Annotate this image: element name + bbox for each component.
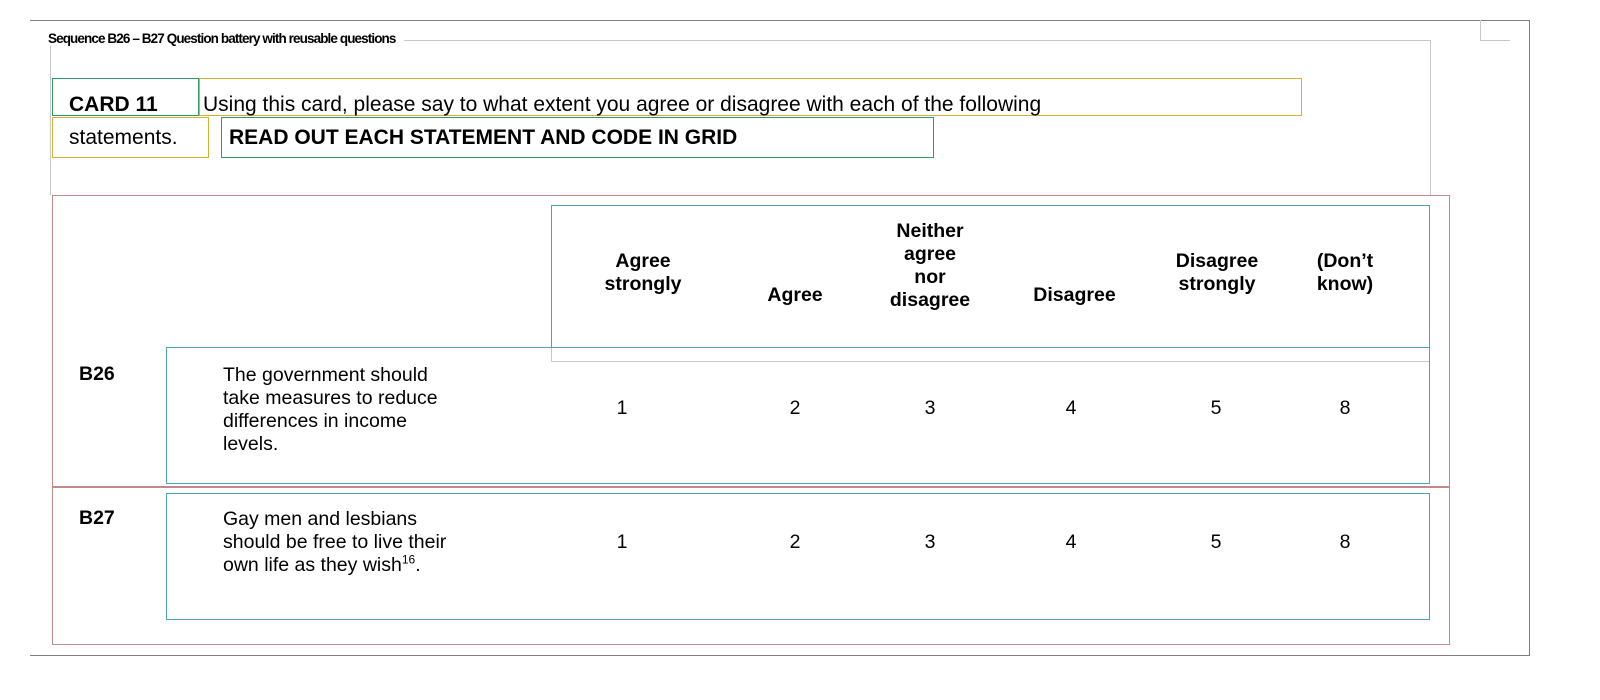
- question-text-line2: statements.: [69, 126, 178, 149]
- header-neither: Neither agree nor disagree: [889, 220, 971, 311]
- row-box-b27: [166, 493, 1430, 620]
- statement-b26: The government should take measures to r…: [223, 364, 438, 455]
- code-b27-agree[interactable]: 2: [789, 531, 801, 553]
- code-b27-agree-strongly[interactable]: 1: [616, 531, 628, 553]
- document-frame-top: [30, 20, 1530, 21]
- card-label-box: [52, 78, 199, 116]
- header-dont-know: (Don’t know): [1316, 250, 1374, 295]
- interviewer-instruction: READ OUT EACH STATEMENT AND CODE IN GRID: [229, 126, 738, 149]
- row-id-b27: B27: [79, 507, 115, 529]
- statement-b27: Gay men and lesbians should be free to l…: [223, 508, 447, 576]
- question-text-box: [199, 78, 1302, 116]
- card-label: CARD 11: [69, 93, 158, 116]
- code-b27-dont-know[interactable]: 8: [1339, 531, 1351, 553]
- code-b27-disagree[interactable]: 4: [1065, 531, 1077, 553]
- sequence-box-right: [1430, 40, 1431, 195]
- question-text-line1: Using this card, please say to what exte…: [203, 93, 1042, 116]
- code-b26-disagree[interactable]: 4: [1065, 397, 1077, 419]
- row-id-b26: B26: [79, 363, 115, 385]
- grid-block-b26: [52, 195, 1450, 487]
- code-b26-dont-know[interactable]: 8: [1339, 397, 1351, 419]
- code-b27-disagree-strongly[interactable]: 5: [1210, 531, 1222, 553]
- question-text-box-2: [52, 117, 209, 158]
- code-b26-neither[interactable]: 3: [924, 397, 936, 419]
- page-corner-mark: [1480, 40, 1510, 41]
- instruction-box: [221, 117, 934, 158]
- code-b27-neither[interactable]: 3: [924, 531, 936, 553]
- grid-block-b27: [52, 487, 1450, 645]
- document-frame-right: [1529, 20, 1530, 655]
- footnote-ref[interactable]: 16: [401, 552, 416, 567]
- header-agree-strongly: Agree strongly: [604, 250, 682, 295]
- code-b26-disagree-strongly[interactable]: 5: [1210, 397, 1222, 419]
- header-agree: Agree: [767, 284, 823, 306]
- header-disagree: Disagree: [1033, 284, 1116, 306]
- row-box-b26: [166, 347, 1430, 484]
- header-disagree-strongly: Disagree strongly: [1175, 250, 1259, 295]
- sequence-box-top: [50, 40, 1430, 41]
- document-frame-bottom: [30, 655, 1530, 656]
- code-b26-agree-strongly[interactable]: 1: [616, 397, 628, 419]
- sequence-title: Sequence B26 – B27 Question battery with…: [48, 31, 404, 46]
- sequence-box-left: [50, 40, 51, 195]
- code-b26-agree[interactable]: 2: [789, 397, 801, 419]
- page-corner-mark: [1480, 20, 1481, 40]
